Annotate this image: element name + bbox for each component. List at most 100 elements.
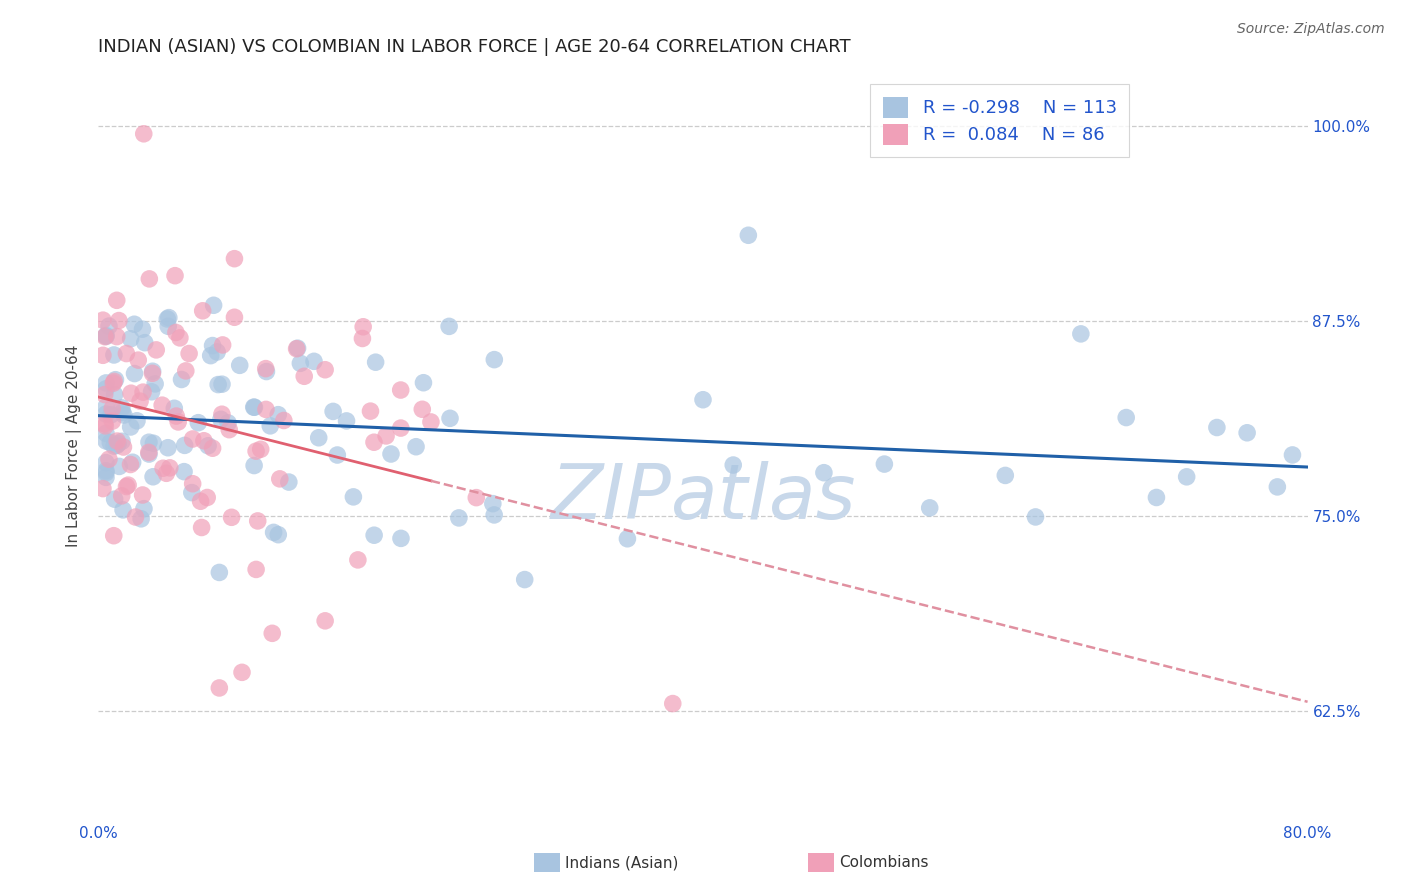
Point [200, 349, 222, 363]
Text: Source: ZipAtlas.com: Source: ZipAtlas.com [1237, 22, 1385, 37]
Point [243, 458, 266, 473]
Point [163, 401, 186, 416]
Point [129, 394, 152, 409]
Point [249, 442, 271, 457]
Point [134, 335, 156, 350]
Point [201, 441, 224, 455]
Point [314, 363, 336, 377]
Point [267, 527, 290, 541]
Point [117, 478, 139, 492]
Point [127, 353, 149, 368]
Point [121, 455, 143, 469]
Point [1175, 470, 1198, 484]
Point [405, 440, 427, 454]
Point [124, 510, 146, 524]
Point [437, 319, 460, 334]
Point [112, 503, 135, 517]
Point [364, 355, 387, 369]
Point [1115, 410, 1137, 425]
Point [111, 405, 134, 419]
Point [125, 414, 148, 428]
Point [352, 319, 374, 334]
Point [100, 408, 122, 422]
Point [98, 319, 121, 334]
Point [285, 342, 308, 356]
Point [326, 448, 349, 462]
Point [187, 416, 209, 430]
Point [242, 400, 264, 414]
Legend: R = -0.298    N = 113, R =  0.084    N = 86: R = -0.298 N = 113, R = 0.084 N = 86 [870, 84, 1129, 158]
Point [273, 413, 295, 427]
Point [141, 366, 163, 380]
Point [142, 364, 165, 378]
Point [94, 329, 117, 343]
Point [157, 319, 180, 334]
Point [420, 415, 443, 429]
Y-axis label: In Labor Force | Age 20-64: In Labor Force | Age 20-64 [66, 345, 83, 547]
Point [616, 532, 638, 546]
Point [181, 476, 204, 491]
Point [124, 318, 146, 332]
Point [439, 411, 461, 425]
Point [132, 501, 155, 516]
Point [124, 367, 146, 381]
Point [91, 482, 114, 496]
Point [94, 376, 117, 390]
Point [105, 438, 128, 452]
Text: Colombians: Colombians [839, 855, 929, 870]
Point [191, 303, 214, 318]
Point [197, 439, 219, 453]
Point [112, 440, 135, 454]
Point [254, 361, 277, 376]
Point [157, 310, 180, 325]
Point [103, 529, 125, 543]
Point [661, 697, 683, 711]
Point [94, 456, 117, 470]
Point [411, 402, 433, 417]
Point [363, 528, 385, 542]
Point [131, 322, 153, 336]
Point [111, 401, 134, 415]
Point [132, 127, 155, 141]
Point [245, 562, 267, 576]
Point [115, 479, 138, 493]
Point [131, 488, 153, 502]
Point [165, 326, 187, 340]
Point [108, 313, 131, 327]
Point [94, 470, 117, 484]
Text: Indians (Asian): Indians (Asian) [565, 855, 679, 870]
Point [112, 408, 135, 422]
Point [180, 485, 202, 500]
Point [207, 377, 229, 392]
Point [104, 387, 127, 401]
Point [142, 469, 165, 483]
Point [156, 441, 179, 455]
Point [179, 346, 201, 360]
Point [107, 436, 129, 450]
Point [91, 313, 114, 327]
Point [152, 461, 174, 475]
Point [94, 328, 117, 343]
Point [1024, 510, 1046, 524]
Point [229, 359, 252, 373]
Point [141, 384, 163, 399]
Point [129, 512, 152, 526]
Point [201, 338, 224, 352]
Point [363, 435, 385, 450]
Point [217, 416, 239, 430]
Point [193, 434, 215, 448]
Point [375, 429, 398, 443]
Point [120, 420, 142, 434]
Point [412, 376, 434, 390]
Point [246, 514, 269, 528]
Point [243, 401, 266, 415]
Point [1281, 448, 1303, 462]
Point [314, 614, 336, 628]
Point [256, 365, 278, 379]
Point [111, 489, 134, 503]
Point [101, 414, 124, 428]
Text: INDIAN (ASIAN) VS COLOMBIAN IN LABOR FORCE | AGE 20-64 CORRELATION CHART: INDIAN (ASIAN) VS COLOMBIAN IN LABOR FOR… [98, 38, 851, 56]
Point [918, 500, 941, 515]
Point [302, 354, 325, 368]
Point [93, 417, 115, 431]
